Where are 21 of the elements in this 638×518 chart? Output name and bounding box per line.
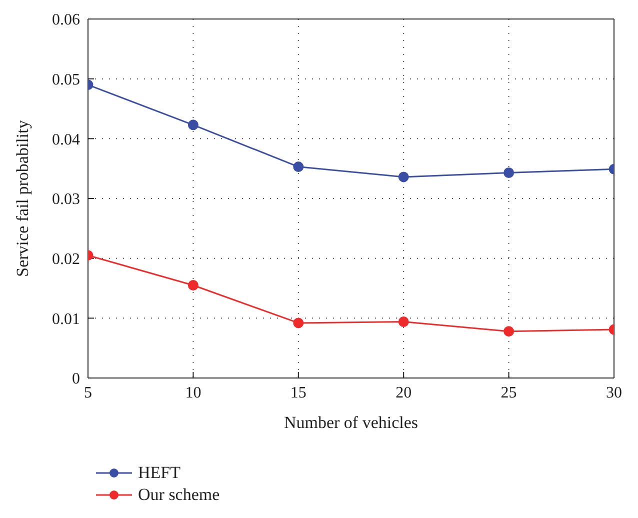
y-tick-label: 0.06 [52, 12, 80, 29]
x-tick-label: 20 [396, 384, 412, 402]
y-tick-label: 0 [72, 370, 80, 388]
point [398, 316, 409, 328]
x-tick-label: 30 [606, 384, 622, 402]
legend-label: HEFT [138, 463, 180, 483]
y-tick-label: 0.01 [52, 310, 80, 328]
point [293, 162, 304, 172]
x-tick-label: 5 [84, 384, 92, 402]
y-tick-label: 0.05 [52, 72, 80, 89]
y-tick-label: 0.04 [52, 131, 80, 148]
x-tick-label: 10 [185, 384, 202, 402]
legend-label: Our scheme [138, 485, 220, 505]
x-tick-label: 15 [290, 384, 306, 402]
y-axis-title: Service fail probability [13, 120, 32, 277]
y-tick-label: 0.02 [52, 251, 80, 268]
point [293, 318, 304, 328]
y-tick-label: 0.03 [52, 191, 80, 208]
point [398, 172, 409, 182]
x-tick-label: 25 [500, 384, 517, 402]
x-axis-title: Number of vehicles [284, 413, 418, 432]
